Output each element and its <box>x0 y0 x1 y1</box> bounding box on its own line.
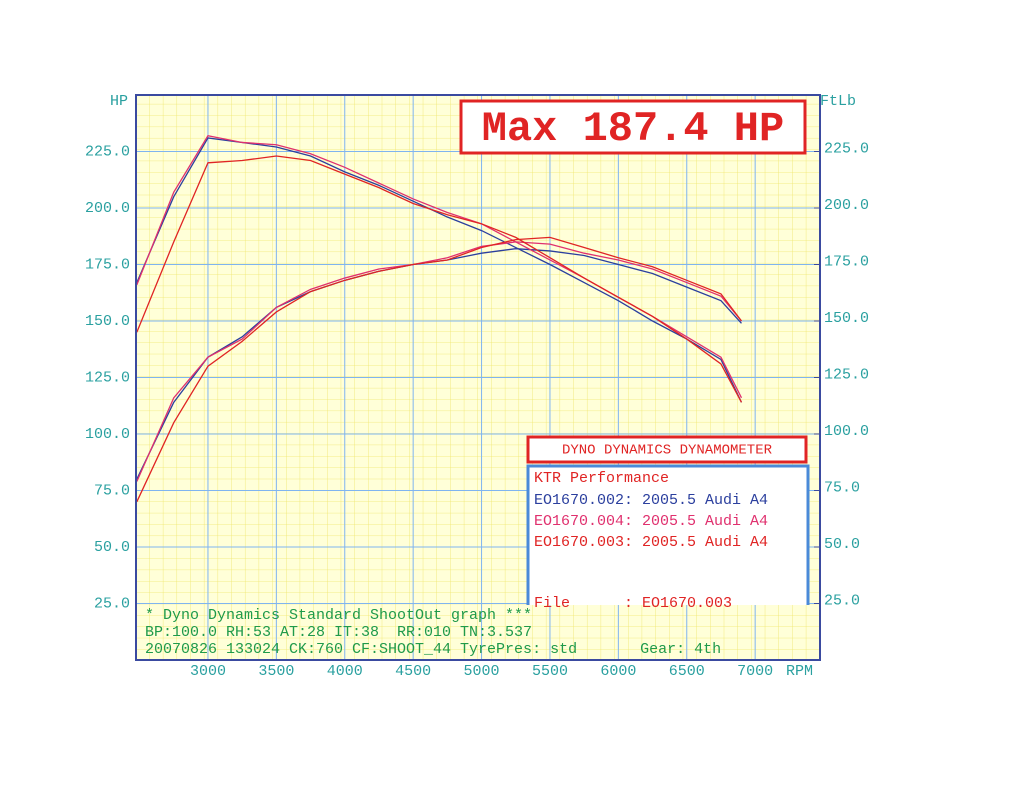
file-line: File : EO1670.003 <box>534 595 732 612</box>
legend-entry: EO1670.004: 2005.5 Audi A4 <box>534 513 768 530</box>
y-tick-label: 75.0 <box>94 482 130 499</box>
y-tick-label: 100.0 <box>85 426 130 443</box>
y-tick-label: 150.0 <box>85 313 130 330</box>
max-box <box>459 99 807 155</box>
y2-tick-label: 125.0 <box>824 366 869 383</box>
legend-box <box>526 464 810 605</box>
y-tick-label: 50.0 <box>94 539 130 556</box>
y2-tick-label: 25.0 <box>824 592 860 609</box>
y2-tick-label: 75.0 <box>824 479 860 496</box>
x-tick-label: 4500 <box>395 663 431 680</box>
y2-tick-label: 50.0 <box>824 536 860 553</box>
curve <box>136 155 743 403</box>
x-tick-label: 6500 <box>669 663 705 680</box>
x-tick-label: 5500 <box>532 663 568 680</box>
legend-subtitle: KTR Performance <box>534 470 669 487</box>
legend-title-box <box>526 435 808 464</box>
x-tick-label: 7000 <box>737 663 773 680</box>
footer-line: BP:100.0 RH:53 AT:28 IT:38 RR:010 TN:3.5… <box>145 624 532 641</box>
y2-tick-label: 200.0 <box>824 197 869 214</box>
legend-title: DYNO DYNAMICS DYNAMOMETER <box>562 443 773 459</box>
x-tick-label: 4000 <box>327 663 363 680</box>
y-tick-label: 200.0 <box>85 200 130 217</box>
y-tick-label: 125.0 <box>85 369 130 386</box>
footer-line: * Dyno Dynamics Standard ShootOut graph … <box>145 607 532 624</box>
y2-tick-label: 150.0 <box>824 310 869 327</box>
footer-line: 20070826 133024 CK:760 CF:SHOOT_44 TyreP… <box>145 641 721 658</box>
x-tick-label: 3500 <box>258 663 294 680</box>
x-tick-label: 3000 <box>190 663 226 680</box>
y2-tick-label: 175.0 <box>824 253 869 270</box>
curve <box>136 236 742 503</box>
curve <box>136 241 742 482</box>
x-tick-label: 5000 <box>464 663 500 680</box>
y-tick-label: 25.0 <box>94 595 130 612</box>
y-axis-label: HP <box>110 93 128 110</box>
y-tick-label: 175.0 <box>85 256 130 273</box>
y-tick-label: 225.0 <box>85 143 130 160</box>
x-tick-label: 6000 <box>600 663 636 680</box>
y2-axis-label: FtLb <box>820 93 856 110</box>
legend-entry: EO1670.002: 2005.5 Audi A4 <box>534 492 768 509</box>
plot-frame <box>135 94 821 661</box>
max-annotation: Max 187.4 HP <box>482 105 784 153</box>
legend-entry: EO1670.003: 2005.5 Audi A4 <box>534 534 768 551</box>
y2-tick-label: 100.0 <box>824 423 869 440</box>
x-axis-label: RPM <box>786 663 813 680</box>
y2-tick-label: 225.0 <box>824 140 869 157</box>
